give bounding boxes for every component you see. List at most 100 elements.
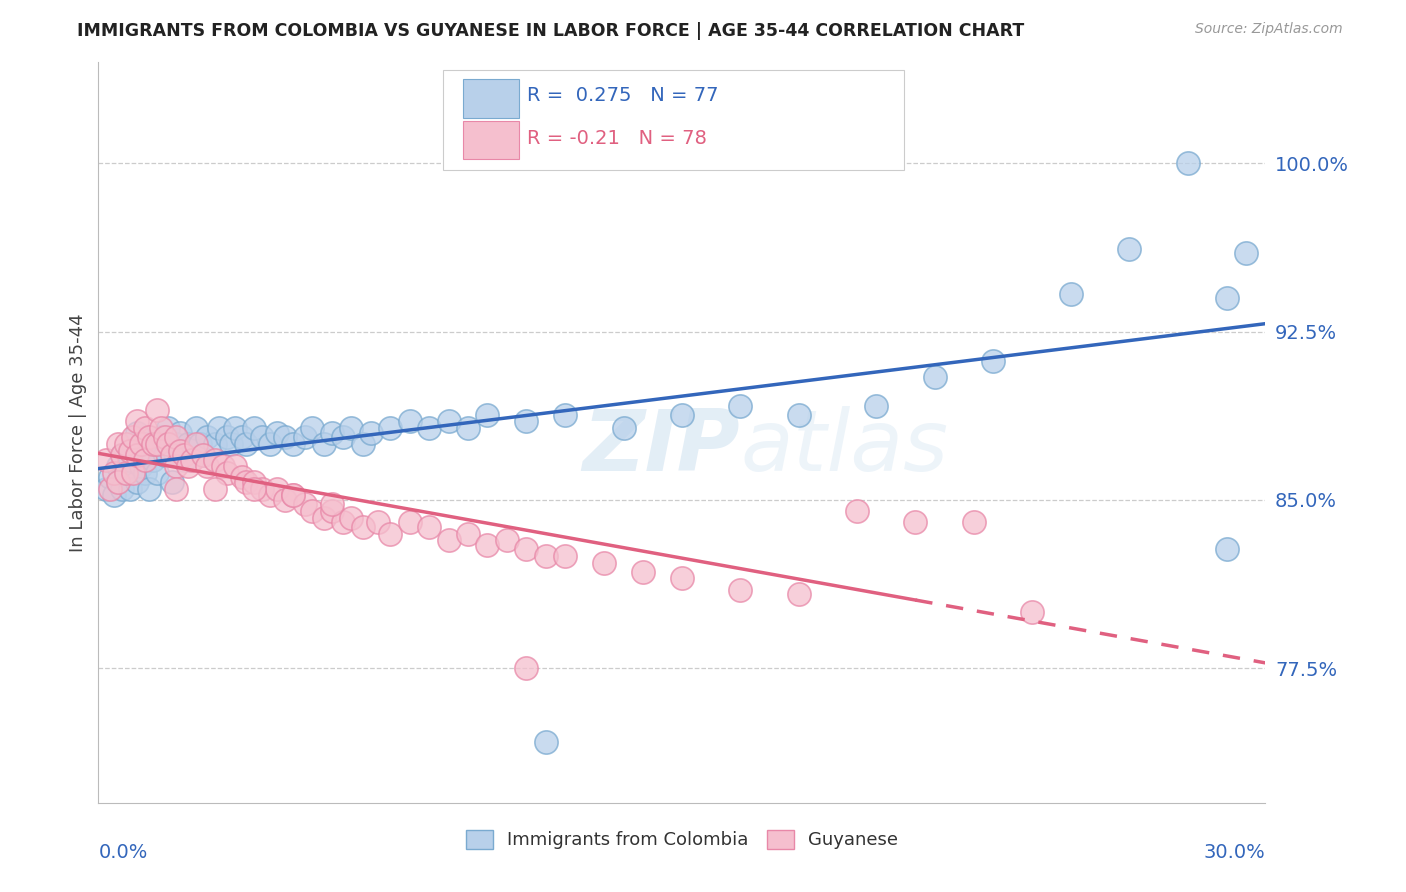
Point	[367, 516, 389, 530]
Point	[118, 482, 141, 496]
Point	[1234, 246, 1257, 260]
Point	[107, 475, 129, 489]
Point	[274, 492, 297, 507]
Text: R =  0.275   N = 77: R = 0.275 N = 77	[527, 87, 718, 105]
Point	[138, 430, 160, 444]
Point	[352, 520, 374, 534]
Point	[103, 466, 125, 480]
Point	[111, 448, 134, 462]
Point	[321, 504, 343, 518]
Point	[231, 430, 253, 444]
Point	[259, 488, 281, 502]
Point	[730, 582, 752, 597]
Point	[215, 430, 238, 444]
Point	[165, 430, 187, 444]
FancyBboxPatch shape	[443, 70, 904, 169]
Point	[204, 437, 226, 451]
Point	[380, 526, 402, 541]
Point	[352, 437, 374, 451]
Point	[98, 482, 121, 496]
Point	[118, 443, 141, 458]
Point	[250, 430, 273, 444]
Point	[162, 475, 184, 489]
Point	[146, 437, 169, 451]
Point	[169, 425, 191, 440]
Point	[173, 448, 195, 462]
Point	[1177, 156, 1199, 170]
Point	[127, 443, 149, 458]
FancyBboxPatch shape	[463, 120, 519, 160]
Point	[107, 475, 129, 489]
Point	[118, 452, 141, 467]
Point	[224, 459, 246, 474]
Point	[208, 421, 231, 435]
Point	[184, 421, 207, 435]
Point	[243, 475, 266, 489]
Text: R = -0.21   N = 78: R = -0.21 N = 78	[527, 129, 707, 148]
Point	[153, 448, 176, 462]
Point	[212, 459, 235, 474]
Text: 0.0%: 0.0%	[98, 843, 148, 863]
Point	[165, 437, 187, 451]
Point	[730, 399, 752, 413]
Point	[243, 482, 266, 496]
Point	[134, 452, 156, 467]
Point	[122, 437, 145, 451]
Point	[294, 497, 316, 511]
Point	[281, 488, 304, 502]
Point	[169, 443, 191, 458]
Point	[1215, 542, 1237, 557]
Point	[138, 448, 160, 462]
Point	[165, 459, 187, 474]
Point	[554, 549, 576, 563]
Point	[157, 421, 180, 435]
Point	[1215, 291, 1237, 305]
Point	[188, 437, 211, 451]
Point	[294, 430, 316, 444]
Point	[204, 482, 226, 496]
Point	[177, 437, 200, 451]
Point	[107, 437, 129, 451]
Point	[266, 425, 288, 440]
Point	[215, 466, 238, 480]
Text: Source: ZipAtlas.com: Source: ZipAtlas.com	[1195, 22, 1343, 37]
Point	[534, 549, 557, 563]
Point	[195, 459, 218, 474]
Point	[259, 437, 281, 451]
Text: IMMIGRANTS FROM COLOMBIA VS GUYANESE IN LABOR FORCE | AGE 35-44 CORRELATION CHAR: IMMIGRANTS FROM COLOMBIA VS GUYANESE IN …	[77, 22, 1025, 40]
Point	[103, 488, 125, 502]
Point	[142, 437, 165, 451]
Point	[111, 448, 134, 462]
Point	[250, 482, 273, 496]
Point	[114, 466, 136, 480]
Point	[134, 421, 156, 435]
Point	[418, 520, 440, 534]
Point	[146, 403, 169, 417]
Point	[129, 437, 152, 451]
Point	[332, 516, 354, 530]
Point	[281, 488, 304, 502]
Point	[846, 504, 869, 518]
Point	[193, 448, 215, 462]
Point	[180, 452, 202, 467]
Point	[534, 735, 557, 749]
Point	[274, 430, 297, 444]
Point	[138, 482, 160, 496]
Y-axis label: In Labor Force | Age 35-44: In Labor Force | Age 35-44	[69, 313, 87, 552]
Text: 30.0%: 30.0%	[1204, 843, 1265, 863]
Point	[111, 482, 134, 496]
Point	[153, 430, 176, 444]
Point	[231, 470, 253, 484]
Point	[162, 448, 184, 462]
Point	[418, 421, 440, 435]
Point	[398, 414, 420, 428]
Point	[96, 452, 118, 467]
Point	[924, 369, 946, 384]
Point	[321, 497, 343, 511]
Point	[631, 565, 654, 579]
Point	[142, 452, 165, 467]
Point	[243, 421, 266, 435]
Point	[266, 482, 288, 496]
Point	[184, 437, 207, 451]
Point	[98, 470, 121, 484]
